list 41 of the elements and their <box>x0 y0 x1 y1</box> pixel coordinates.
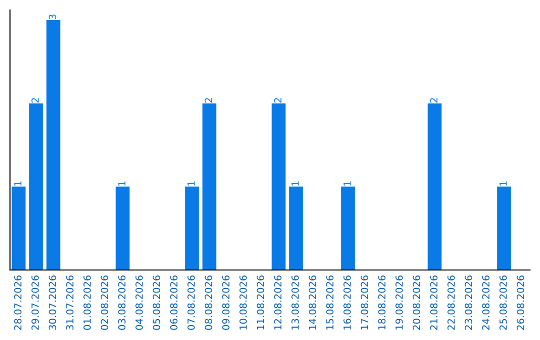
x-tick-label: 03.08.2026 <box>118 275 126 330</box>
x-tick-label: 15.08.2026 <box>326 275 334 330</box>
x-tick-label: 28.07.2026 <box>14 275 22 330</box>
data-label: 1 <box>118 181 126 186</box>
data-label: 1 <box>292 181 299 186</box>
x-tick-label: 08.08.2026 <box>204 275 212 330</box>
x-tick-label: 06.08.2026 <box>170 275 178 330</box>
x-tick-label: 04.08.2026 <box>135 275 143 330</box>
x-tick-label: 20.08.2026 <box>412 275 420 330</box>
data-label: 1 <box>188 181 195 186</box>
x-tick-label: 14.08.2026 <box>308 275 316 330</box>
x-tick-label: 11.08.2026 <box>256 275 264 330</box>
x-tick-label: 01.08.2026 <box>83 275 91 330</box>
x-tick-label: 21.08.2026 <box>430 275 438 330</box>
x-tick-label: 13.08.2026 <box>291 275 299 330</box>
data-label: 2 <box>274 98 282 103</box>
x-tick-label: 26.08.2026 <box>516 275 524 330</box>
x-tick-label: 30.07.2026 <box>48 275 56 330</box>
data-label: 1 <box>14 181 22 186</box>
data-label: 1 <box>344 181 351 186</box>
x-tick-label: 19.08.2026 <box>395 275 403 330</box>
x-tick-label: 29.07.2026 <box>31 275 39 330</box>
x-tick-label: 07.08.2026 <box>187 275 195 330</box>
x-tick-label: 12.08.2026 <box>274 275 282 330</box>
data-label: 1 <box>500 181 507 186</box>
x-tick-label: 05.08.2026 <box>152 275 160 330</box>
data-label: 2 <box>31 98 39 103</box>
x-tick-label: 18.08.2026 <box>378 275 386 330</box>
x-tick-label: 22.08.2026 <box>447 275 455 330</box>
x-tick-label: 02.08.2026 <box>100 275 108 330</box>
data-label: 2 <box>430 98 438 103</box>
x-tick-label: 31.07.2026 <box>66 275 74 330</box>
x-tick-label: 09.08.2026 <box>222 275 230 330</box>
data-label: 3 <box>48 14 56 20</box>
data-label: 2 <box>204 98 212 103</box>
x-tick-label: 23.08.2026 <box>464 275 472 330</box>
x-tick-label: 17.08.2026 <box>360 275 368 330</box>
x-tick-label: 10.08.2026 <box>239 275 247 330</box>
x-tick-label: 24.08.2026 <box>482 275 490 330</box>
x-tick-label: 25.08.2026 <box>499 275 507 330</box>
x-tick-label: 16.08.2026 <box>343 275 351 330</box>
